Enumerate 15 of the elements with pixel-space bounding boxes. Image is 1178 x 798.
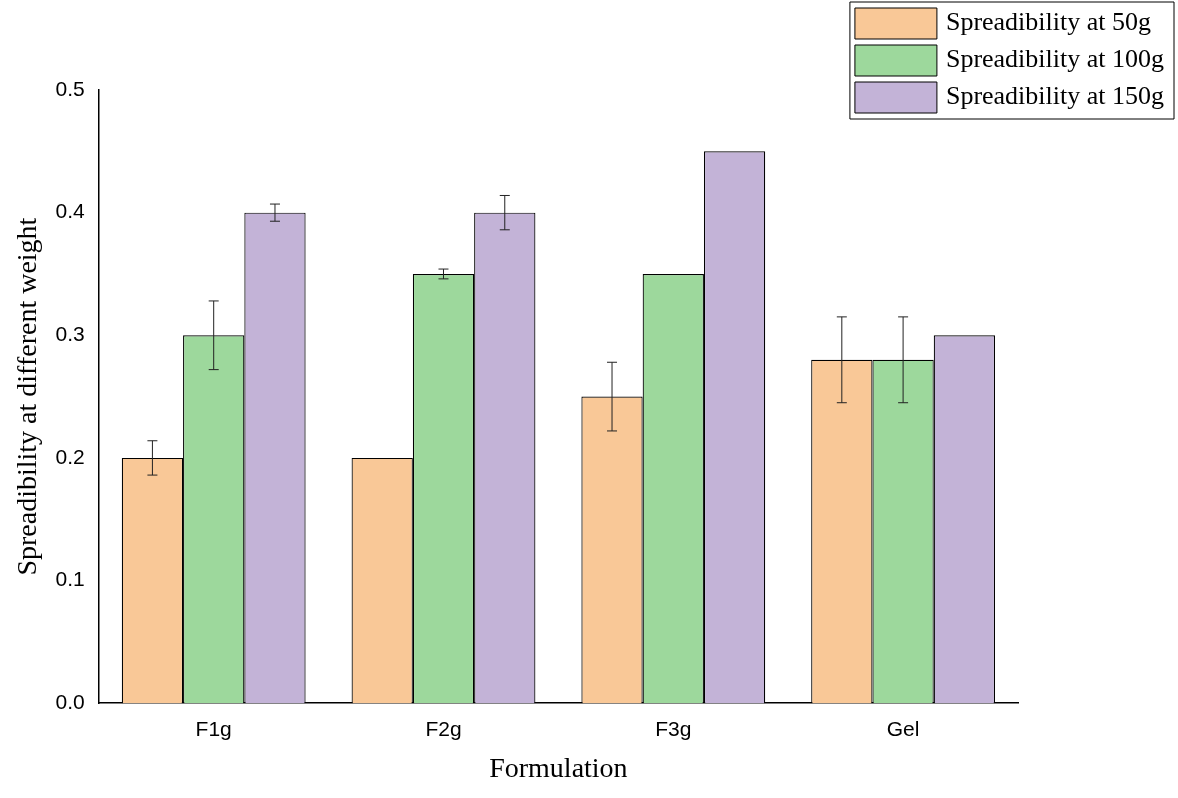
legend-label: Spreadibility at 150g — [945, 81, 1165, 111]
x-axis-title: Formulation — [489, 751, 628, 783]
y-tick-label: 0.0 — [55, 690, 85, 713]
x-tick-label: F1g — [195, 716, 232, 740]
y-tick-label: 0.3 — [55, 322, 85, 346]
x-tick-label: Gel — [886, 716, 920, 740]
x-tick-label: F3g — [655, 716, 692, 740]
legend-label: Spreadibility at 100g — [945, 44, 1165, 74]
y-tick-label: 0.4 — [55, 199, 86, 223]
y-tick-label: 0.5 — [55, 76, 85, 100]
legend-label: Spreadibility at 50g — [945, 7, 1152, 37]
y-tick-label: 0.2 — [55, 444, 85, 468]
y-tick-label: 0.1 — [55, 567, 85, 591]
x-tick-label: F2g — [425, 716, 462, 740]
y-axis-title: Spreadibility at different weight — [11, 217, 43, 576]
